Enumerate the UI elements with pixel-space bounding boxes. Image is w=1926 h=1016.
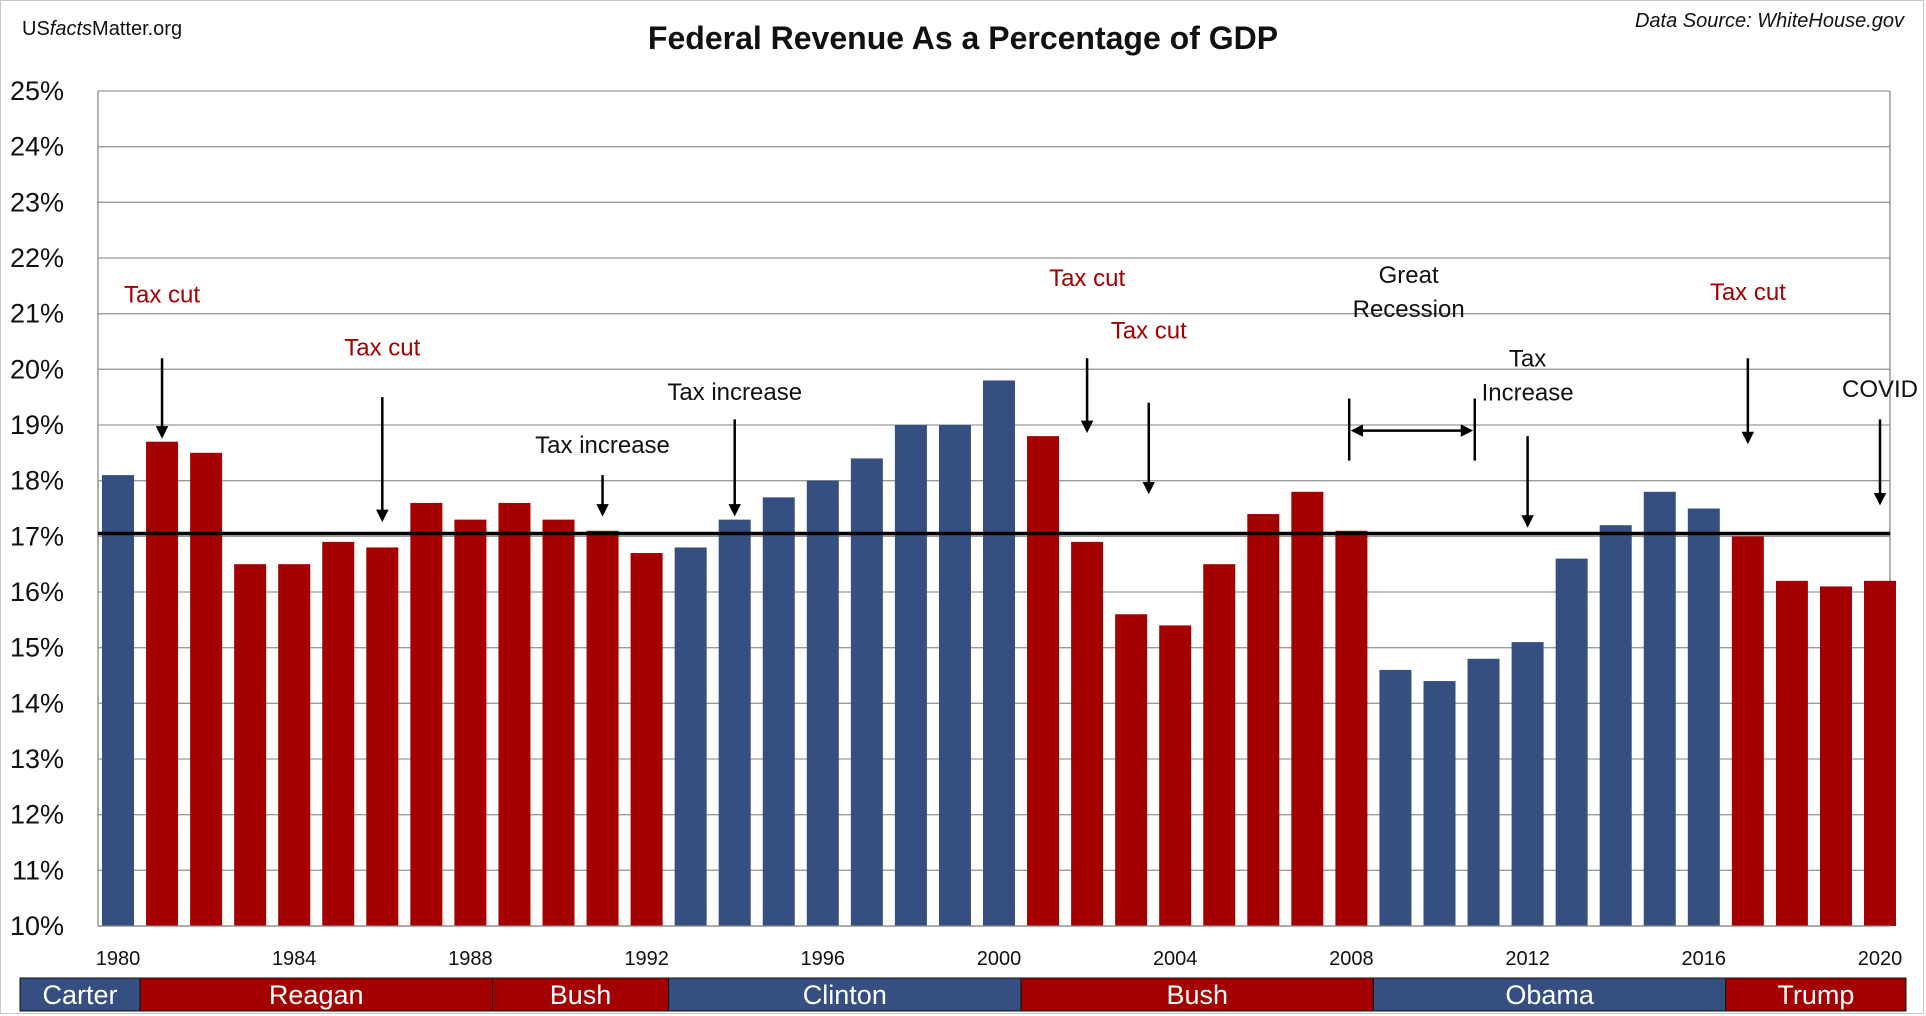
x-tick-label: 1984 <box>272 948 317 970</box>
bar-2015 <box>1643 491 1676 926</box>
bar-1992 <box>630 553 663 926</box>
annotation-text: Tax <box>1509 346 1546 373</box>
bar-2018 <box>1775 580 1808 926</box>
bar-1988 <box>454 519 487 926</box>
president-label: Bush <box>1166 980 1228 1010</box>
x-tick-label: 1988 <box>448 948 493 970</box>
y-tick-label: 23% <box>10 187 64 217</box>
bar-1986 <box>366 547 399 926</box>
bar-1991 <box>586 530 619 926</box>
y-tick-label: 22% <box>10 243 64 273</box>
annotation-text: Tax increase <box>535 432 670 459</box>
president-band <box>1725 977 1907 1012</box>
bar-2006 <box>1247 514 1280 926</box>
x-tick-label: 2000 <box>977 948 1022 970</box>
bar-2009 <box>1379 669 1412 926</box>
bar-2007 <box>1291 491 1324 926</box>
x-tick-label: 2004 <box>1153 948 1198 970</box>
president-label: Reagan <box>269 980 364 1010</box>
x-tick-label: 2020 <box>1858 948 1903 970</box>
president-band <box>668 977 1022 1012</box>
bar-1980 <box>102 475 134 926</box>
y-tick-label: 16% <box>10 577 64 607</box>
president-band <box>1020 977 1374 1012</box>
bar-1999 <box>938 425 971 926</box>
annotation-text: Tax cut <box>344 334 420 361</box>
annotation-text: Recession <box>1353 296 1465 323</box>
president-band <box>491 977 670 1012</box>
bar-1987 <box>410 502 443 926</box>
bar-2014 <box>1599 525 1632 926</box>
president-label: Clinton <box>803 980 887 1010</box>
bar-1996 <box>806 480 839 926</box>
bar-2020 <box>1864 580 1896 926</box>
y-tick-label: 20% <box>10 354 64 384</box>
bar-1984 <box>278 564 311 926</box>
bar-2004 <box>1159 625 1192 926</box>
y-tick-label: 14% <box>10 688 64 718</box>
y-tick-label: 17% <box>10 521 64 551</box>
annotation-text: Tax cut <box>1111 318 1187 345</box>
bar-1998 <box>894 425 927 926</box>
bar-2013 <box>1555 558 1588 926</box>
bar-2010 <box>1423 681 1456 926</box>
bar-1993 <box>674 547 707 926</box>
annotation-text: COVID <box>1842 376 1918 403</box>
y-tick-label: 19% <box>10 410 64 440</box>
y-tick-label: 11% <box>12 855 64 885</box>
president-label: Bush <box>550 980 612 1010</box>
data-source: Data Source: WhiteHouse.gov <box>1634 10 1904 32</box>
president-label: Carter <box>43 980 118 1010</box>
x-tick-label: 2008 <box>1329 948 1374 970</box>
bar-1982 <box>190 452 223 926</box>
bar-1983 <box>234 564 267 926</box>
annotation-text: Tax increase <box>667 379 802 406</box>
y-tick-label: 18% <box>10 466 64 496</box>
annotation-text: Tax cut <box>1049 265 1125 292</box>
x-tick-label: 1980 <box>96 948 141 970</box>
y-tick-label: 13% <box>10 744 64 774</box>
y-tick-label: 15% <box>10 633 64 663</box>
bar-1989 <box>498 502 531 926</box>
y-tick-label: 10% <box>10 911 64 941</box>
bar-2003 <box>1115 614 1148 926</box>
x-tick-label: 1992 <box>624 948 669 970</box>
annotation-text: Tax cut <box>124 282 200 309</box>
site-name: USfactsMatter.org <box>22 18 183 40</box>
y-tick-label: 24% <box>10 132 64 162</box>
bar-2000 <box>983 380 1015 926</box>
president-label: Trump <box>1777 980 1854 1010</box>
y-tick-label: 12% <box>10 800 64 830</box>
bar-1981 <box>146 441 179 926</box>
x-tick-label: 2012 <box>1505 948 1550 970</box>
x-tick-label: 1996 <box>801 948 846 970</box>
bar-1985 <box>322 541 355 926</box>
bar-1995 <box>762 497 795 926</box>
bar-2011 <box>1467 658 1500 926</box>
president-band <box>139 977 493 1012</box>
bar-1997 <box>850 458 883 926</box>
x-tick-label: 2016 <box>1682 948 1727 970</box>
president-label: Obama <box>1505 980 1595 1010</box>
bar-2001 <box>1027 436 1060 926</box>
bar-2008 <box>1335 530 1368 926</box>
bar-2012 <box>1511 642 1544 926</box>
bar-1994 <box>718 519 751 926</box>
annotation-text: Increase <box>1482 380 1574 407</box>
annotation-text: Tax cut <box>1710 279 1786 306</box>
chart-title: Federal Revenue As a Percentage of GDP <box>647 20 1279 56</box>
bar-2002 <box>1071 541 1104 926</box>
y-tick-label: 25% <box>10 76 64 106</box>
bar-2016 <box>1687 508 1720 926</box>
bar-2005 <box>1203 564 1236 926</box>
annotation-text: Great <box>1379 262 1439 289</box>
president-band <box>19 977 141 1012</box>
bar-1990 <box>542 519 575 926</box>
bar-2019 <box>1819 586 1852 926</box>
bar-2017 <box>1731 536 1764 926</box>
y-tick-label: 21% <box>10 299 64 329</box>
